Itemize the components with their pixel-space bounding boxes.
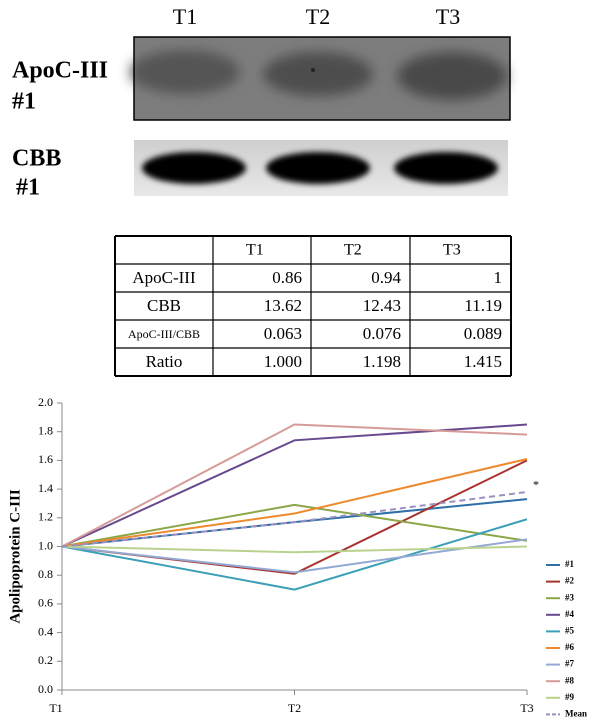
x-tick-label: T3 xyxy=(520,701,533,715)
blot-sample: #1 xyxy=(12,89,36,115)
table-cell: 0.089 xyxy=(464,324,502,343)
lane-label: T3 xyxy=(436,4,460,29)
table-cell: 0.94 xyxy=(371,268,401,287)
y-tick-label: 0.4 xyxy=(38,624,53,638)
legend-label: #2 xyxy=(565,576,575,586)
y-tick-label: 0.0 xyxy=(38,682,53,696)
blot-cbb xyxy=(134,140,508,196)
series-line xyxy=(61,538,528,574)
table-row-label: ApoC-III/CBB xyxy=(128,327,200,341)
x-tick-label: T2 xyxy=(288,701,301,715)
table-cell: 1.000 xyxy=(264,352,302,371)
table-cell: 1.198 xyxy=(363,352,401,371)
table-cell: 13.62 xyxy=(264,296,302,315)
series-line xyxy=(61,518,528,591)
y-tick-label: 1.6 xyxy=(38,452,53,466)
table-cell: 0.076 xyxy=(363,324,401,343)
series-line xyxy=(61,457,528,548)
blot-sample: #1 xyxy=(16,175,40,201)
table-cell: 0.86 xyxy=(272,268,302,287)
legend-label: #1 xyxy=(565,559,575,569)
legend-label: #7 xyxy=(565,659,575,669)
annotation: * xyxy=(533,478,539,492)
legend-label: #3 xyxy=(565,592,575,602)
table-cell: 1 xyxy=(494,268,503,287)
series-line xyxy=(61,423,528,548)
series-line xyxy=(61,490,528,548)
series-line xyxy=(61,423,528,548)
series-line xyxy=(61,545,528,554)
table-header: T1 xyxy=(246,242,264,259)
series-line xyxy=(61,503,528,548)
table-cell: 12.43 xyxy=(363,296,401,315)
y-tick-label: 1.2 xyxy=(38,510,53,524)
y-tick-label: 1.0 xyxy=(38,538,53,552)
legend-label: Mean xyxy=(565,708,587,718)
y-tick-label: 0.6 xyxy=(38,596,53,610)
legend-label: #9 xyxy=(565,692,575,702)
lane-label: T2 xyxy=(306,4,330,29)
table-header: T3 xyxy=(443,242,461,259)
y-tick-label: 2.0 xyxy=(38,395,53,409)
table-cell: 1.415 xyxy=(464,352,502,371)
table-header: T2 xyxy=(344,242,362,259)
legend-label: #8 xyxy=(565,675,575,685)
y-tick-label: 0.2 xyxy=(38,653,53,667)
table-cell: 0.063 xyxy=(264,324,302,343)
x-tick-label: T1 xyxy=(49,701,62,715)
blot-label: ApoC-III xyxy=(12,58,108,84)
y-axis-title: Apolipoprotein C-III xyxy=(7,489,23,623)
legend-label: #5 xyxy=(565,625,575,635)
table-row-label: ApoC-III xyxy=(132,268,196,287)
blot-label: CBB xyxy=(12,146,61,172)
lane-label: T1 xyxy=(173,4,197,29)
series-line xyxy=(61,459,528,575)
y-tick-label: 1.8 xyxy=(38,423,53,437)
table-row-label: CBB xyxy=(147,296,181,315)
y-tick-label: 0.8 xyxy=(38,567,53,581)
legend-label: #6 xyxy=(565,642,575,652)
y-tick-label: 1.4 xyxy=(38,481,53,495)
legend-label: #4 xyxy=(565,609,575,619)
blot-apoc xyxy=(130,36,511,121)
table-row-label: Ratio xyxy=(146,352,183,371)
table-cell: 11.19 xyxy=(464,296,502,315)
